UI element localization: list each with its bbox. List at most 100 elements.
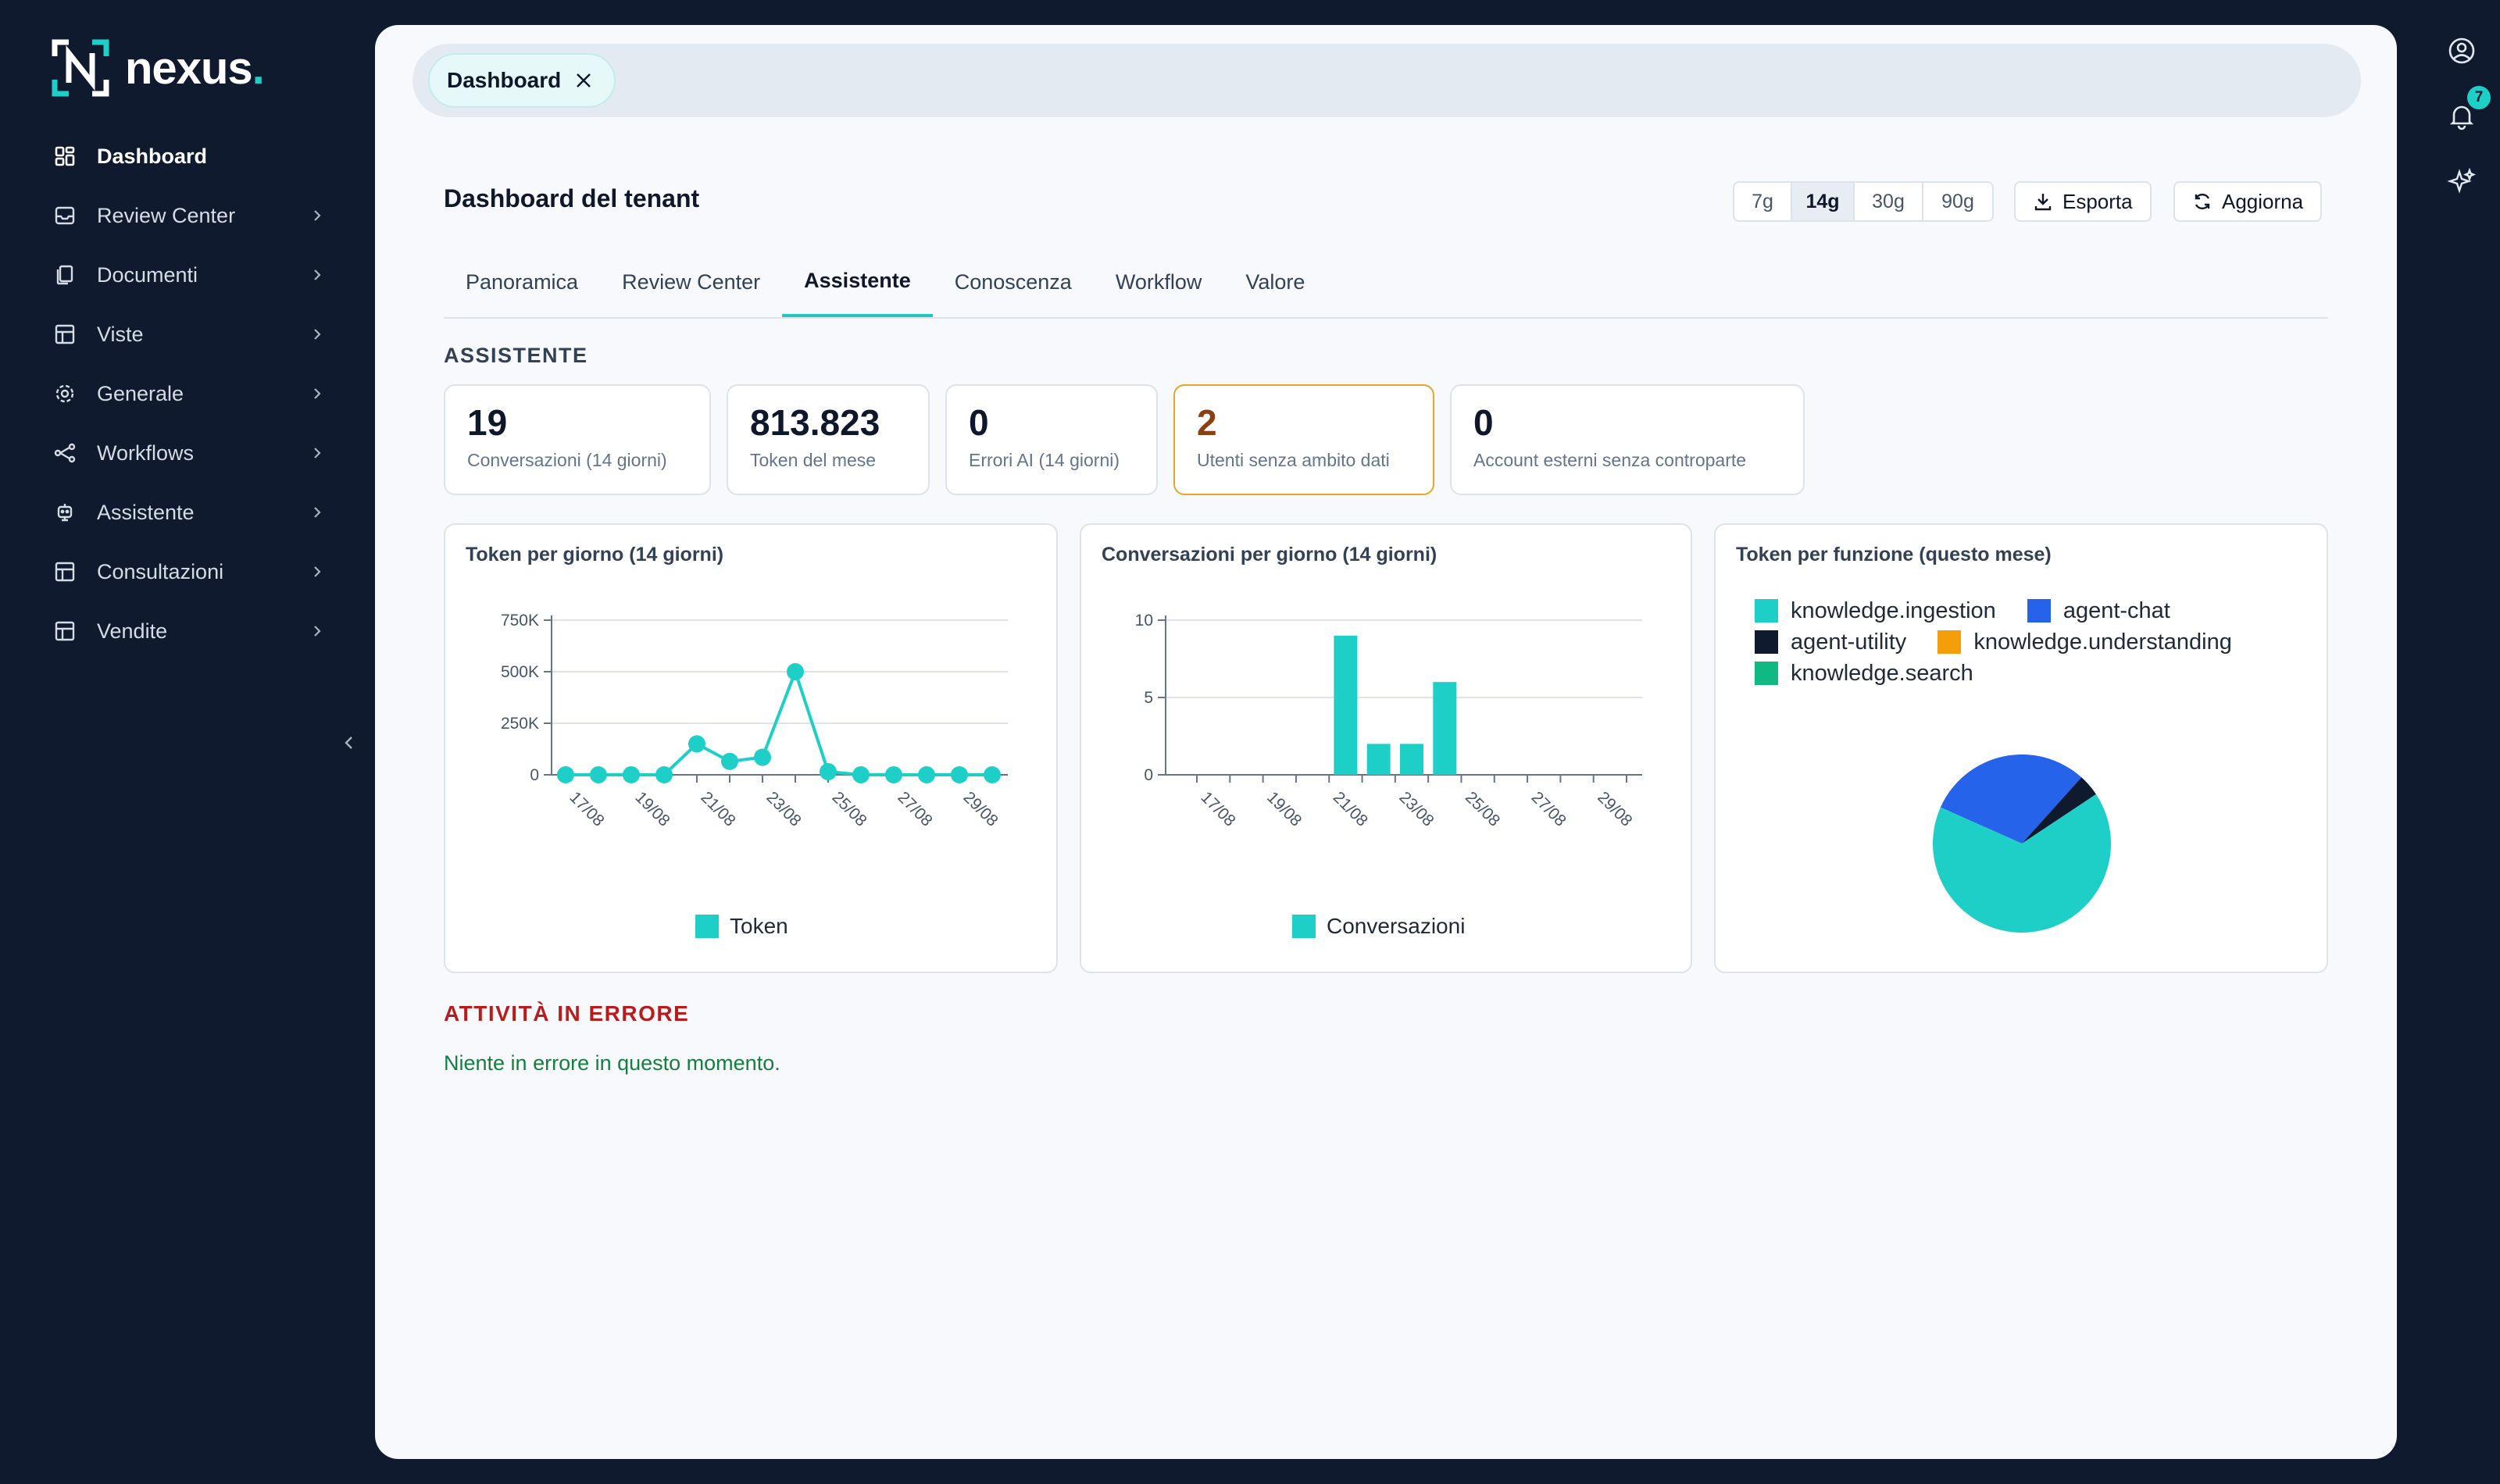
chevron-right-icon [314, 507, 321, 518]
x-tick-label: 21/08 [697, 788, 738, 829]
x-tick-label: 27/08 [1528, 788, 1570, 829]
sidebar-item-label: Vendite [97, 619, 168, 643]
y-tick-label: 0 [530, 766, 539, 784]
sidebar-item-label: Workflows [97, 441, 195, 465]
sidebar-item-review-center[interactable]: Review Center [52, 186, 325, 245]
refresh-label: Aggiorna [2222, 189, 2304, 213]
data-point [688, 735, 705, 753]
right-rail: 7 [2422, 0, 2500, 1484]
data-point [787, 663, 804, 680]
refresh-icon [2195, 193, 2210, 210]
kpi-value: 2 [1197, 402, 1217, 443]
sidebar-item-dashboard[interactable]: Dashboard [52, 127, 325, 186]
refresh-button[interactable]: Aggiorna [2173, 181, 2323, 222]
tab-assistente[interactable]: Assistente [782, 247, 933, 317]
y-tick-label: 500K [501, 663, 539, 681]
chevron-right-icon [314, 388, 321, 399]
tab-panoramica[interactable]: Panoramica [466, 269, 579, 294]
sidebar-item-label: Viste [97, 322, 144, 346]
data-point [885, 766, 902, 783]
tab-workflow[interactable]: Workflow [1115, 269, 1202, 294]
sidebar-item-assistente[interactable]: Assistente [52, 483, 325, 542]
kpi-label: Token del mese [750, 450, 877, 470]
data-point [557, 766, 574, 783]
period-30g-button[interactable]: 30g [1855, 183, 1923, 220]
legend-item: agent-utility [1755, 630, 1906, 655]
open-tab-dashboard[interactable]: Dashboard [428, 53, 616, 108]
collapse-sidebar-button[interactable] [338, 731, 361, 754]
legend-item: knowledge.understanding [1938, 630, 2232, 655]
chart-title: Token per giorno (14 giorni) [466, 544, 724, 565]
period-7g-button[interactable]: 7g [1734, 183, 1792, 220]
kpi-label: Account esterni senza controparte [1473, 450, 1747, 470]
kpi-card-users-no-scope[interactable]: 2 Utenti senza ambito dati [1173, 384, 1434, 495]
sidebar-nav: Dashboard Review Center Documenti Viste [52, 127, 325, 661]
legend-item: agent-chat [2027, 598, 2170, 624]
open-tabs-bar: Dashboard [412, 44, 2361, 117]
bar [1334, 635, 1358, 775]
chevron-right-icon [314, 626, 321, 637]
kpi-value: 0 [969, 402, 989, 443]
legend-swatch [1938, 630, 1962, 654]
user-account-icon[interactable] [2445, 34, 2478, 67]
chevron-right-icon [314, 269, 321, 280]
y-tick-label: 10 [1135, 612, 1153, 630]
legend-swatch [1292, 915, 1316, 938]
data-point [655, 766, 673, 783]
chart-card-tokens: Token per giorno (14 giorni) 0 250K 500K 75… [444, 523, 1058, 973]
tab-review-center[interactable]: Review Center [622, 269, 761, 294]
chart-card-conversations: Conversazioni per giorno (14 giorni) 0 5 1… [1080, 523, 1692, 973]
period-14g-button[interactable]: 14g [1792, 183, 1855, 220]
data-point [918, 766, 935, 783]
sidebar-item-viste[interactable]: Viste [52, 305, 325, 364]
documents-icon [52, 262, 78, 288]
legend-label: Conversazioni [1327, 914, 1466, 938]
kpi-card-tokens: 813.823 Token del mese [727, 384, 930, 495]
kpi-value: 813.823 [750, 402, 880, 443]
x-tick-label: 23/08 [762, 788, 804, 829]
legend-swatch [1755, 662, 1778, 685]
y-tick-label: 250K [501, 715, 539, 733]
kpi-value: 19 [467, 402, 508, 443]
kpi-label: Conversazioni (14 giorni) [467, 450, 667, 470]
logo-text: nexus. [125, 42, 265, 94]
chevron-right-icon [314, 210, 321, 221]
section-title: ASSISTENTE [444, 344, 588, 367]
logo[interactable]: nexus. [52, 39, 265, 97]
kpi-value: 0 [1473, 402, 1494, 443]
x-tick-label: 25/08 [1462, 788, 1503, 829]
bar [1433, 682, 1457, 775]
sidebar-item-documenti[interactable]: Documenti [52, 245, 325, 305]
sidebar-item-workflows[interactable]: Workflows [52, 423, 325, 483]
x-tick-label: 29/08 [959, 788, 1001, 829]
close-icon[interactable] [573, 70, 594, 91]
legend-swatch [2027, 599, 2051, 622]
tokens-line-chart: 0 250K 500K 750K 17/08 19/08 21/08 23/08 25/08 27… [501, 612, 1008, 830]
sidebar-item-label: Generale [97, 381, 184, 405]
sparkles-icon[interactable] [2445, 166, 2478, 198]
legend-label: Token [730, 914, 788, 938]
period-90g-button[interactable]: 90g [1941, 190, 1974, 212]
chevron-right-icon [314, 448, 321, 458]
x-tick-label: 17/08 [1197, 788, 1238, 829]
tab-valore[interactable]: Valore [1245, 269, 1305, 294]
x-tick-label: 21/08 [1330, 788, 1371, 829]
kpi-label: Utenti senza ambito dati [1197, 450, 1390, 470]
sidebar-item-vendite[interactable]: Vendite [52, 601, 325, 661]
chart-title: Token per funzione (questo mese) [1736, 544, 2052, 565]
x-tick-label: 17/08 [566, 788, 607, 829]
open-tab-label: Dashboard [447, 68, 562, 92]
errors-empty-message: Niente in errore in questo momento. [444, 1051, 780, 1075]
bell-icon[interactable] [2445, 100, 2478, 133]
pie-slice [2022, 777, 2096, 844]
sidebar-item-generale[interactable]: Generale [52, 364, 325, 423]
data-point [984, 766, 1001, 783]
export-button[interactable]: Esporta [2014, 181, 2152, 222]
table-icon [52, 558, 78, 585]
chevron-right-icon [314, 329, 321, 340]
sidebar-item-consultazioni[interactable]: Consultazioni [52, 542, 325, 601]
legend-swatch [1755, 599, 1778, 622]
kpi-card-ai-errors: 0 Errori AI (14 giorni) [945, 384, 1158, 495]
data-point [721, 752, 738, 770]
tab-conoscenza[interactable]: Conoscenza [954, 269, 1072, 294]
